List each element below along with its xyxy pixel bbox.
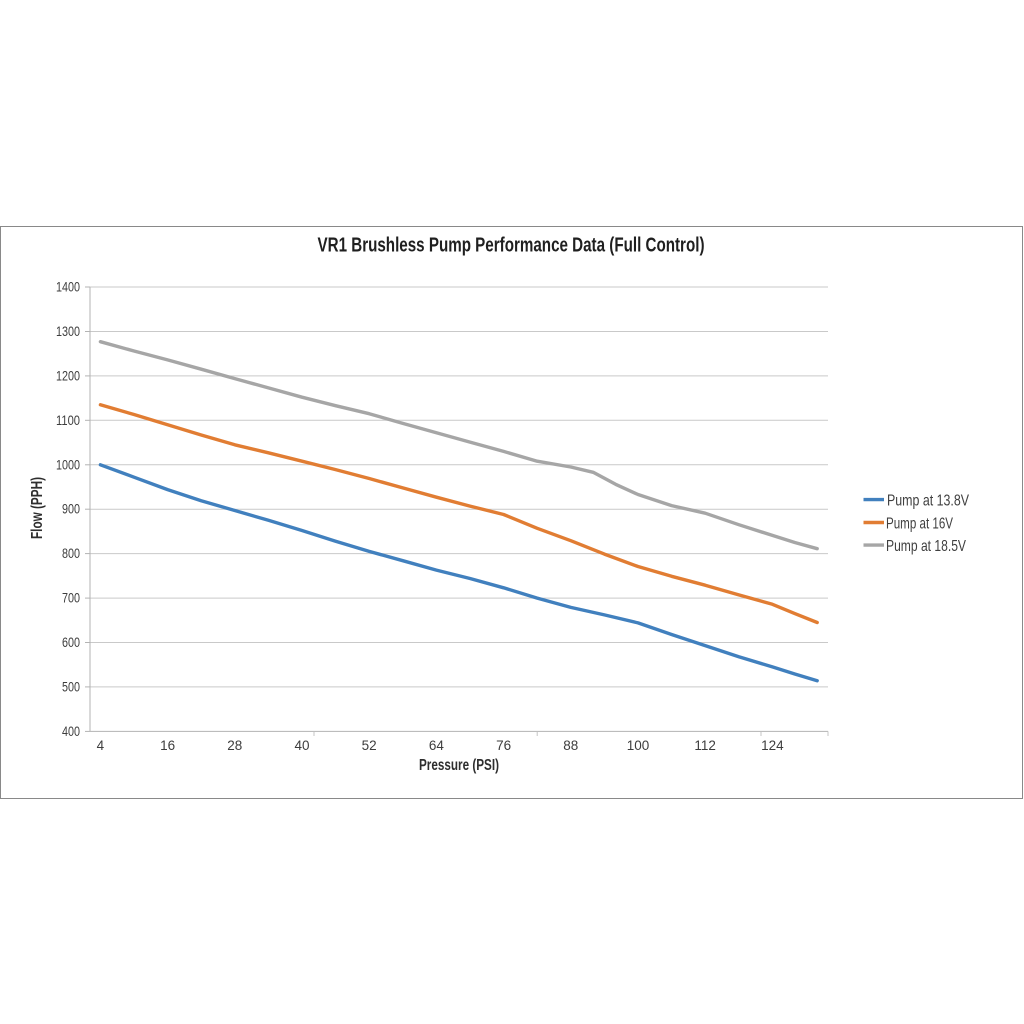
svg-text:900: 900	[62, 502, 80, 517]
svg-text:88: 88	[563, 738, 578, 753]
svg-text:100: 100	[627, 738, 650, 753]
svg-text:16: 16	[160, 738, 175, 753]
svg-text:28: 28	[227, 738, 242, 753]
svg-text:800: 800	[62, 546, 80, 561]
svg-text:1100: 1100	[56, 413, 80, 428]
svg-text:600: 600	[62, 635, 80, 650]
svg-text:1300: 1300	[56, 324, 80, 339]
svg-text:1400: 1400	[56, 280, 80, 295]
svg-text:52: 52	[362, 738, 377, 753]
svg-text:4: 4	[97, 738, 105, 753]
svg-text:400: 400	[62, 724, 80, 739]
svg-text:700: 700	[62, 591, 80, 606]
svg-text:76: 76	[496, 738, 511, 753]
svg-text:112: 112	[694, 738, 716, 753]
svg-text:Pump at 16V: Pump at 16V	[886, 515, 953, 532]
svg-text:Pressure (PSI): Pressure (PSI)	[419, 757, 499, 774]
svg-text:40: 40	[294, 738, 309, 753]
svg-text:500: 500	[62, 679, 80, 694]
svg-text:Pump at 13.8V: Pump at 13.8V	[887, 492, 969, 509]
svg-text:VR1 Brushless Pump Performance: VR1 Brushless Pump Performance Data (Ful…	[318, 235, 705, 257]
svg-text:Pump at 18.5V: Pump at 18.5V	[886, 538, 966, 555]
svg-text:Flow (PPH): Flow (PPH)	[29, 477, 46, 539]
svg-text:64: 64	[429, 738, 445, 753]
svg-text:1200: 1200	[56, 368, 80, 383]
svg-text:124: 124	[761, 738, 784, 753]
svg-text:1000: 1000	[56, 457, 80, 472]
